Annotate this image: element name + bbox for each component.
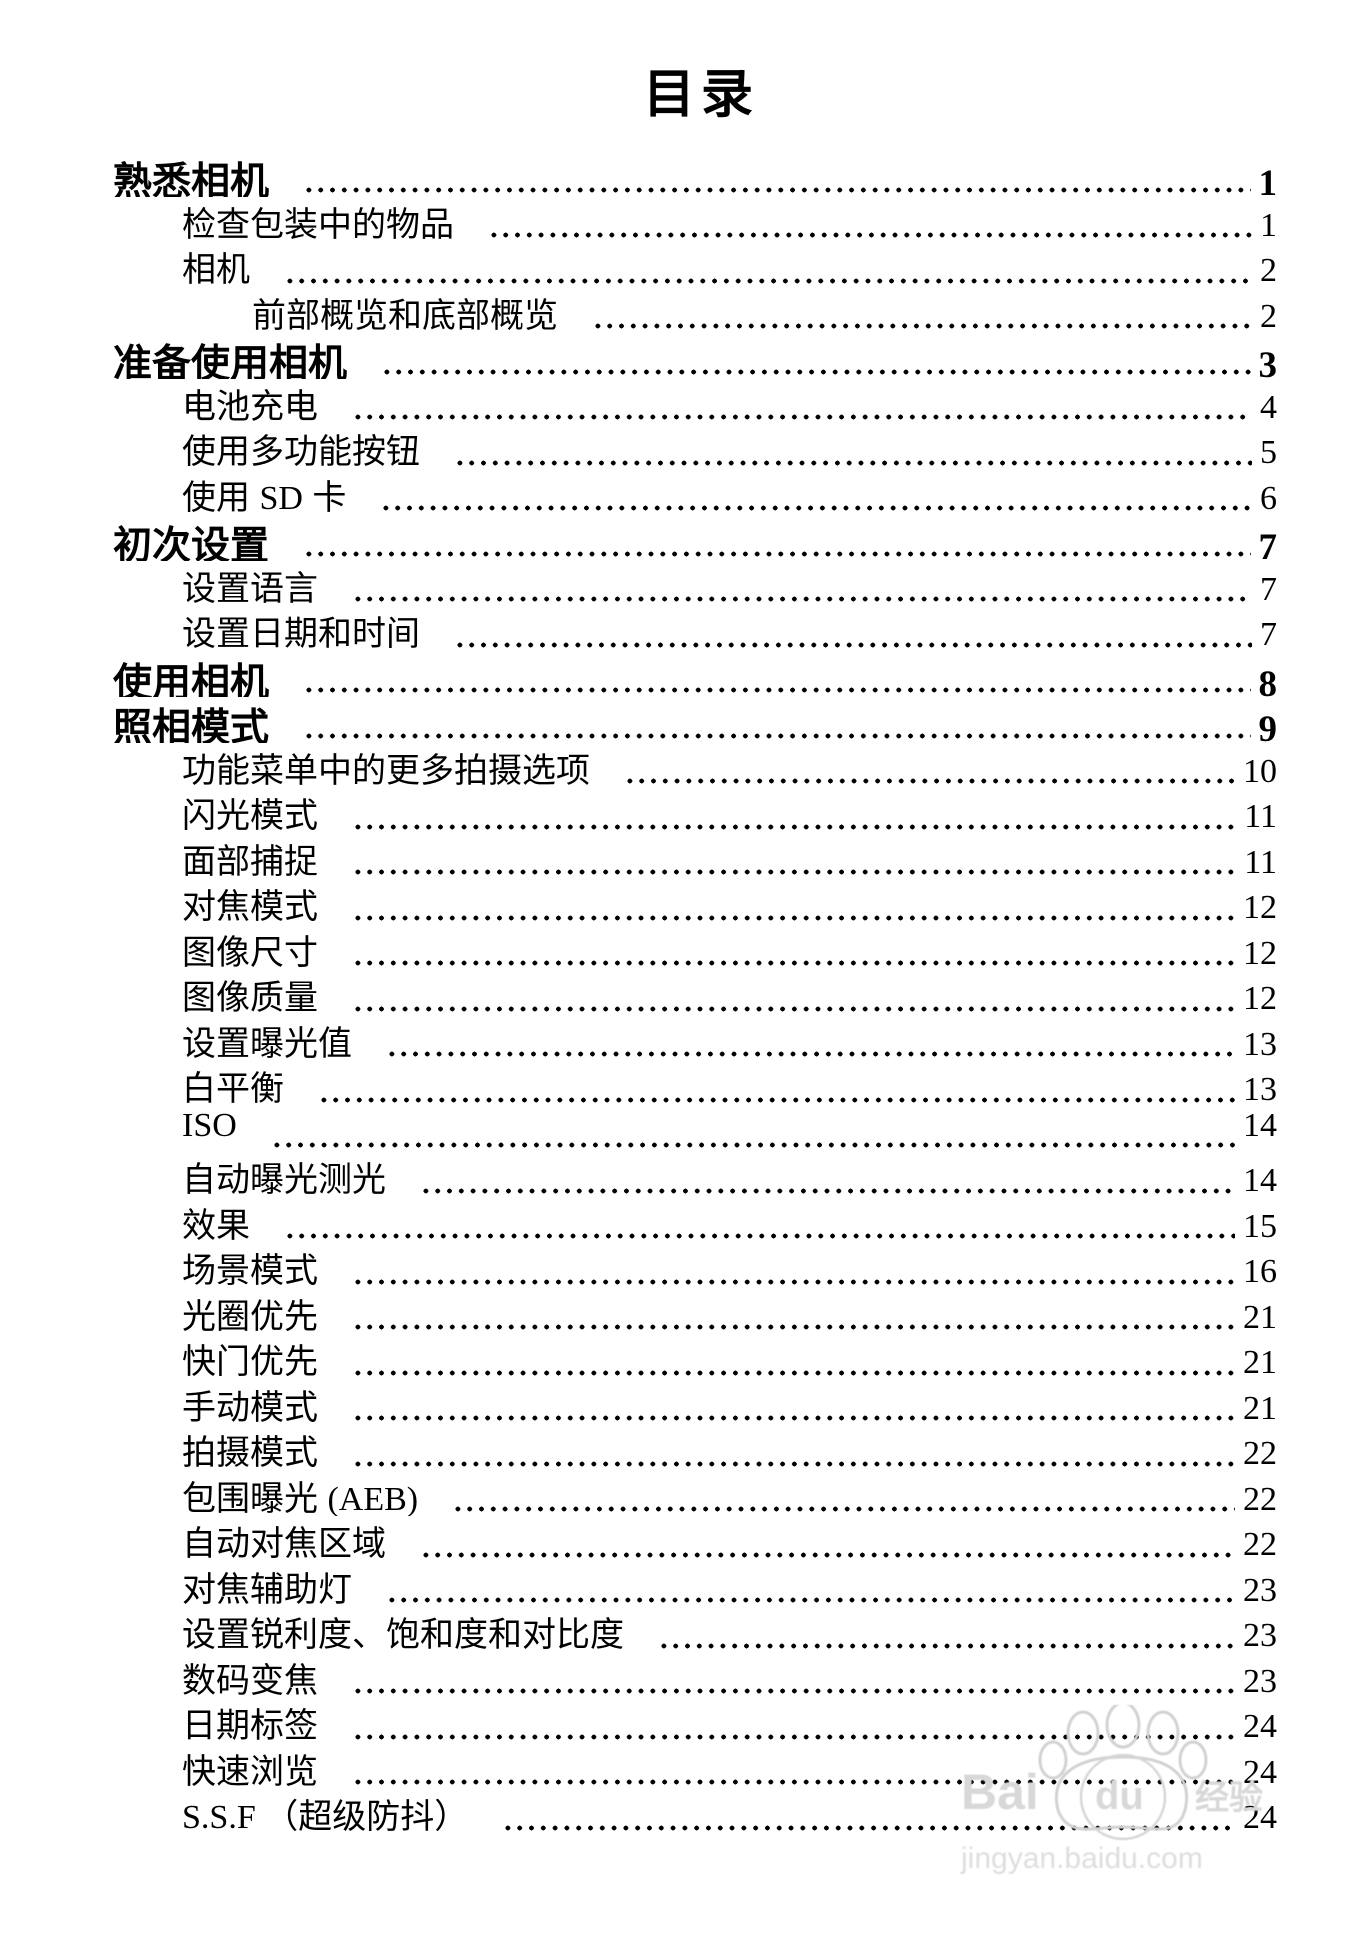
svg-text:Bai: Bai	[961, 1764, 1039, 1820]
svg-text:经验: 经验	[1195, 1778, 1263, 1817]
svg-text:du: du	[1095, 1774, 1144, 1818]
svg-text:jingyan.baidu.com: jingyan.baidu.com	[960, 1842, 1203, 1875]
